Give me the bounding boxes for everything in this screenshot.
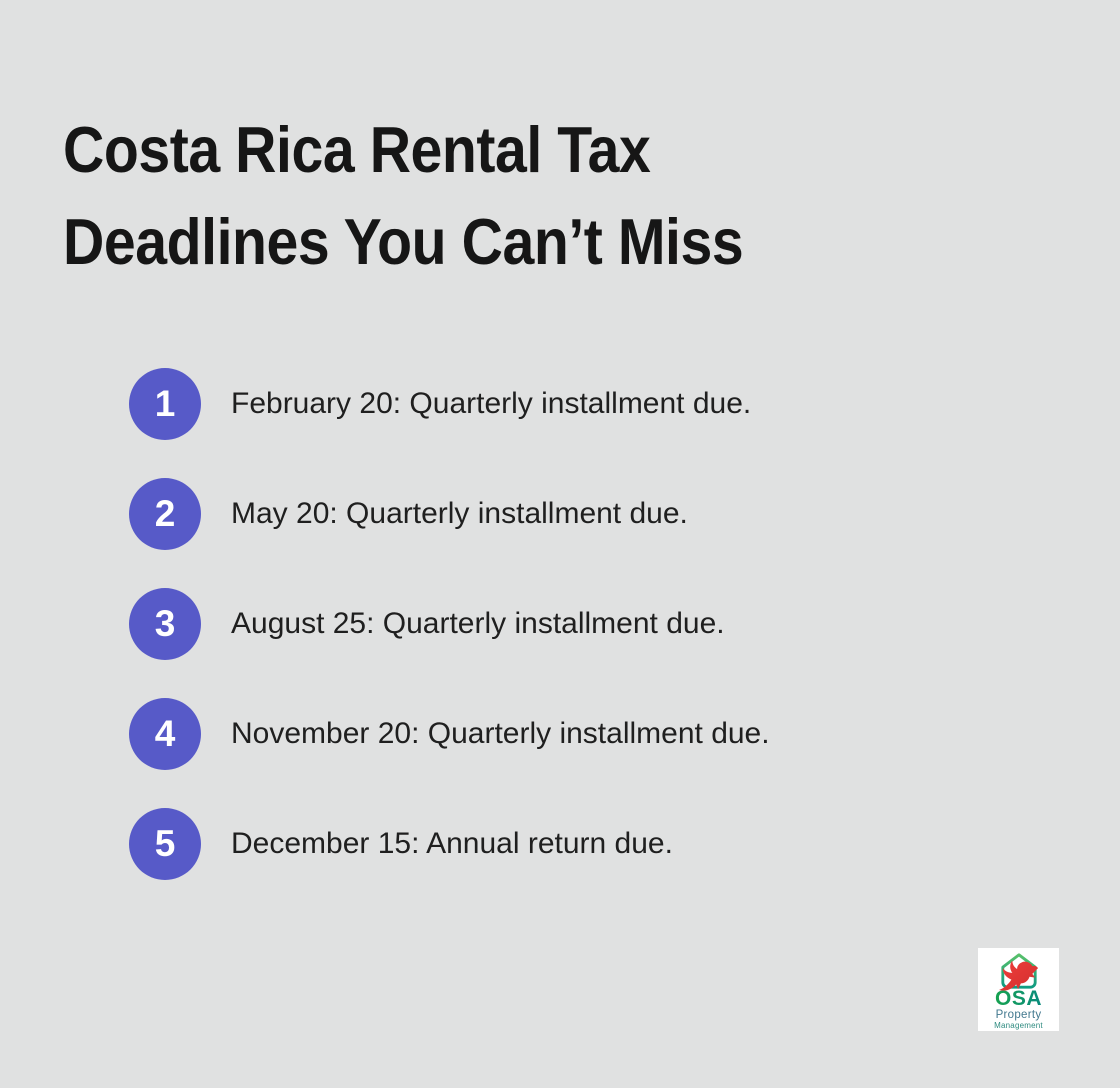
house-and-bird-icon: [998, 953, 1038, 991]
list-item-number-badge: 1: [129, 368, 201, 440]
list-item-number-badge: 5: [129, 808, 201, 880]
list-item-text: May 20: Quarterly installment due.: [231, 497, 688, 530]
list-item-text: December 15: Annual return due.: [231, 827, 673, 860]
list-item: 2 May 20: Quarterly installment due.: [129, 478, 770, 550]
list-item-number: 5: [154, 823, 176, 864]
osa-property-management-logo: OSA Property Management: [978, 948, 1059, 1031]
list-item-number-badge: 4: [129, 698, 201, 770]
list-item-number: 2: [154, 493, 176, 534]
list-item: 5 December 15: Annual return due.: [129, 808, 770, 880]
list-item: 3 August 25: Quarterly installment due.: [129, 588, 770, 660]
list-item: 1 February 20: Quarterly installment due…: [129, 368, 770, 440]
list-item-number: 1: [154, 383, 176, 424]
logo-property-text: Property: [995, 1009, 1042, 1021]
logo-management-text: Management: [994, 1021, 1043, 1030]
list-item-number-badge: 3: [129, 588, 201, 660]
list-item-text: November 20: Quarterly installment due.: [231, 717, 770, 750]
list-item-text: February 20: Quarterly installment due.: [231, 387, 752, 420]
deadline-list: 1 February 20: Quarterly installment due…: [129, 368, 770, 880]
red-bird-icon: [998, 960, 1038, 991]
list-item-number: 4: [154, 713, 176, 754]
logo-brand-text: OSA: [994, 987, 1042, 1010]
list-item-number: 3: [154, 603, 176, 644]
list-item: 4 November 20: Quarterly installment due…: [129, 698, 770, 770]
page-title-line2: Deadlines You Can’t Miss: [63, 205, 744, 278]
house-outline-icon: [1000, 953, 1037, 989]
list-item-number-badge: 2: [129, 478, 201, 550]
page-title-line1: Costa Rica Rental Tax: [63, 113, 651, 186]
page-title: Costa Rica Rental Tax Deadlines You Can’…: [63, 104, 744, 288]
list-item-text: August 25: Quarterly installment due.: [231, 607, 725, 640]
